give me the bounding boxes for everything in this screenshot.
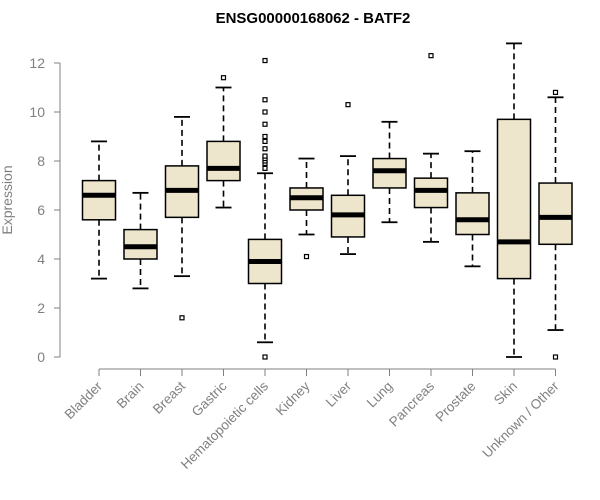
box-group [455,150,490,268]
box-iqr [455,192,490,236]
outlier-point [262,133,268,140]
x-tick-label: Unknown / Other [479,378,562,461]
outlier-point [262,165,268,171]
box-group [496,42,532,358]
x-tick-label: Pancreas [386,378,437,429]
outlier-point [262,109,268,115]
box-group [538,89,573,360]
box-group [330,102,366,256]
outlier-point [345,102,351,108]
x-tick-label: Breast [150,378,188,416]
box-group [413,53,449,243]
y-tick-label: 10 [29,104,45,120]
x-tick-label: Bladder [62,378,106,422]
x-tick-label: Skin [491,379,520,408]
box-group [289,157,324,260]
box-group [81,140,117,280]
box-group [206,75,241,209]
y-tick-label: 4 [37,251,45,267]
x-tick-label: Brain [114,379,147,412]
outlier-point [552,354,559,360]
box-group [247,57,283,360]
y-tick-label: 6 [37,202,45,218]
outlier-point [179,315,185,321]
outlier-point [262,146,268,152]
x-tick-label: Kidney [273,378,313,418]
y-tick-label: 2 [37,300,45,316]
outlier-point [262,153,268,159]
box-iqr [496,118,532,280]
y-tick-label: 8 [37,153,45,169]
box-iqr [538,182,573,246]
outlier-point [262,57,268,64]
outlier-point [220,75,227,81]
box-iqr [206,140,241,182]
box-group [372,120,407,224]
outlier-point [428,53,434,59]
box-iqr [81,179,117,221]
outlier-point [262,354,268,360]
chart-title: ENSG00000168062 - BATF2 [216,10,411,27]
box-group [164,116,200,321]
y-axis-label: Expression [0,165,15,234]
plot-area [81,42,573,360]
outlier-point [262,97,268,103]
outlier-point [303,253,310,260]
outlier-point [262,121,268,127]
y-axis: 0 2 4 6 8 10 12 [29,55,61,365]
box-group [123,191,158,290]
x-tick-label: Prostate [432,379,478,425]
outlier-point [262,138,268,144]
outlier-point [552,89,559,96]
x-tick-label: Gastric [189,378,230,419]
y-tick-label: 12 [29,55,45,71]
y-tick-label: 0 [37,349,45,365]
x-tick-label: Lung [364,379,396,411]
x-tick-label: Liver [323,378,355,410]
